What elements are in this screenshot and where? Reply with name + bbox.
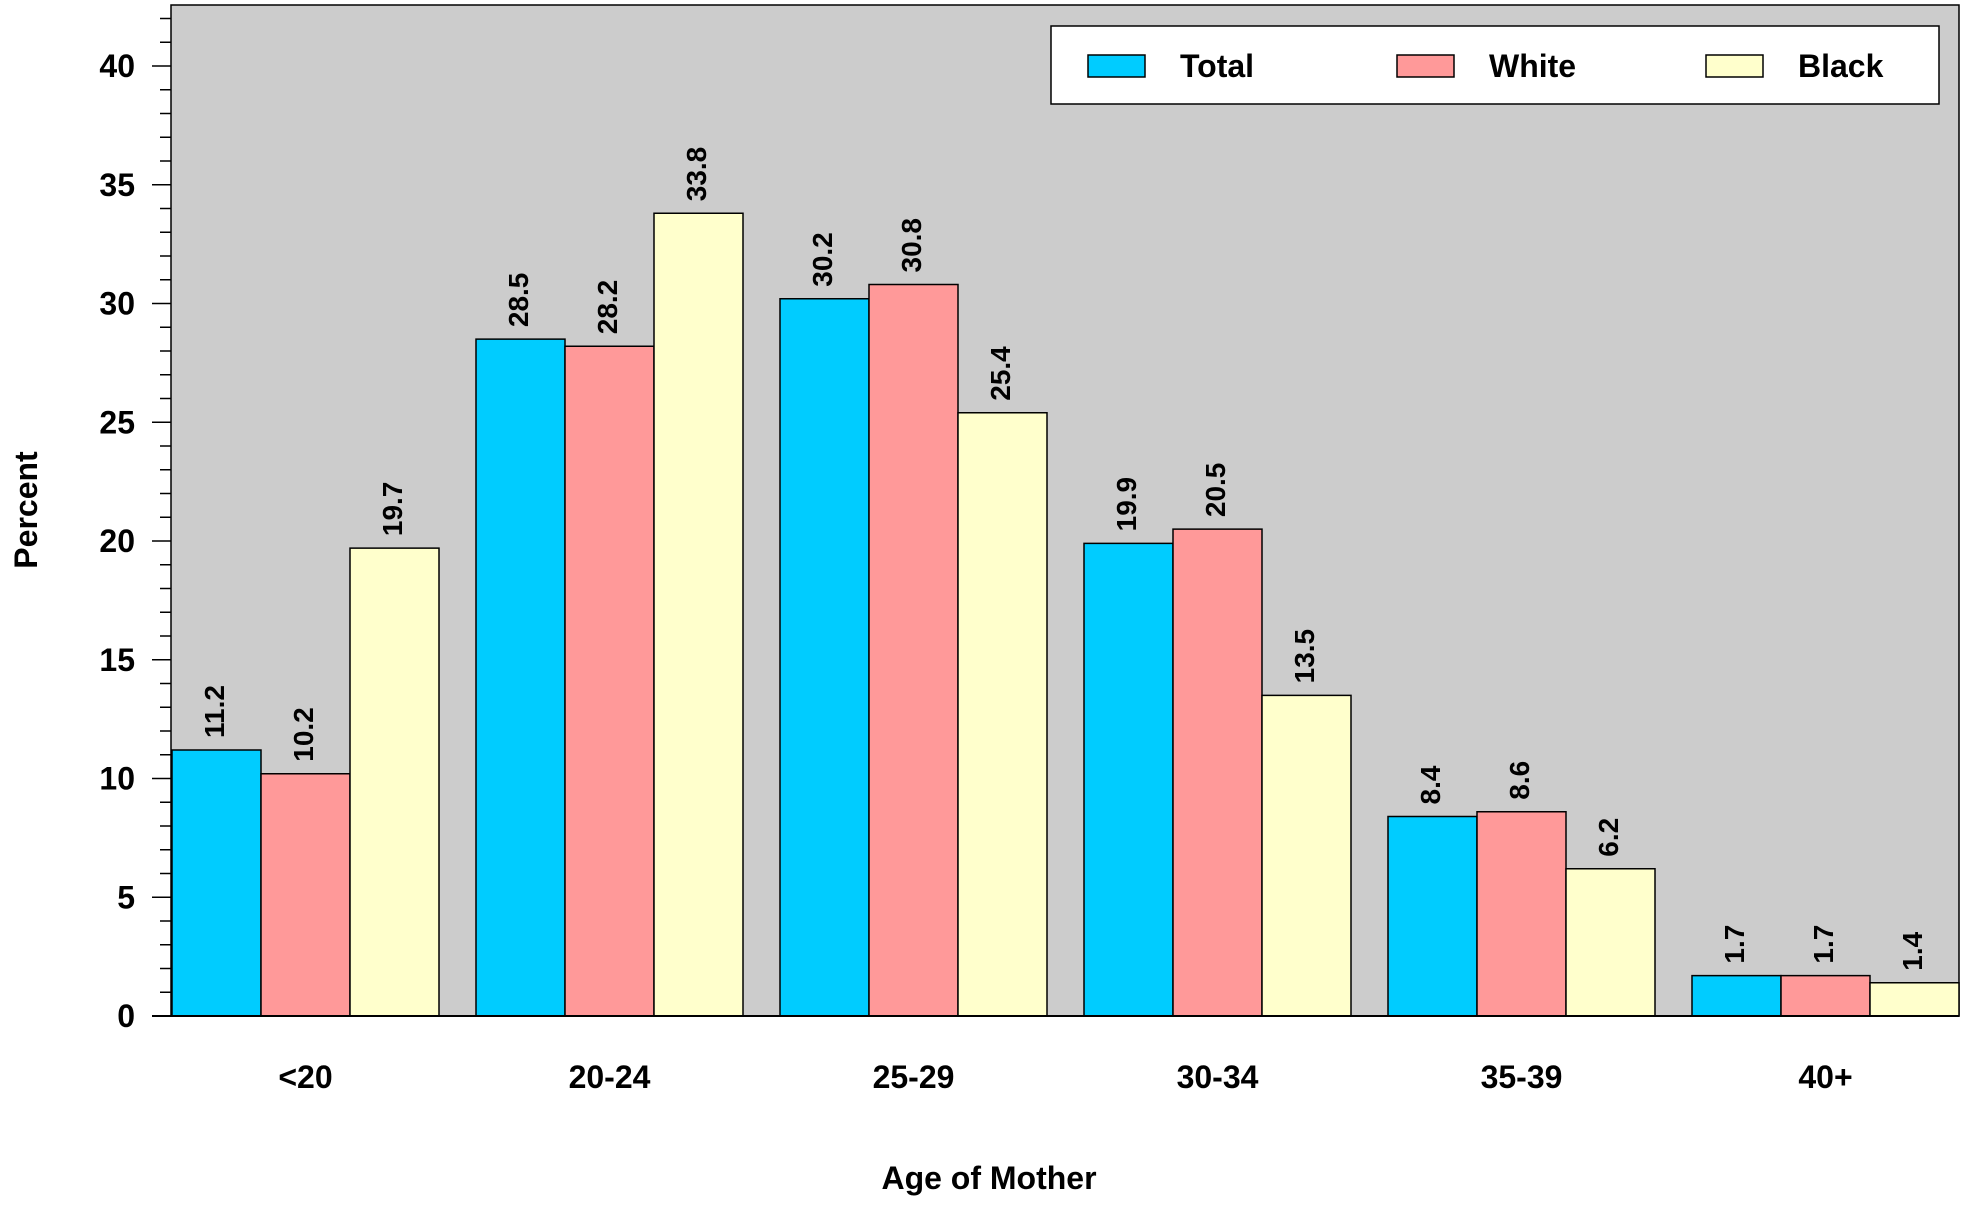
bar-total-5 [1387,815,1478,1017]
data-label: 8.6 [1504,761,1535,800]
y-axis-title: Percent [8,451,44,569]
legend-swatch-total [1087,54,1146,78]
x-axis-title: Age of Mother [881,1160,1096,1196]
bar-white-3 [868,283,959,1017]
y-axis: 0 5 10 15 20 25 30 35 40 [99,17,171,1034]
bar-total-3 [779,298,870,1017]
bar-black-6 [1869,982,1960,1017]
bar-total-2 [475,338,566,1017]
x-tick-label: <20 [278,1059,332,1095]
data-label: 19.7 [377,482,408,537]
bar-total-6 [1691,974,1782,1017]
bar-white-1 [260,773,351,1017]
data-label: 1.7 [1719,925,1750,964]
bar-black-2 [653,212,744,1017]
y-tick-label: 35 [99,167,135,203]
x-tick-label: 40+ [1798,1059,1852,1095]
x-axis: <20 20-24 25-29 30-34 35-39 40+ [152,1015,1959,1095]
bar-total-4 [1083,542,1174,1017]
data-label: 28.2 [592,280,623,335]
data-label: 6.2 [1593,818,1624,857]
y-tick-label: 40 [99,48,135,84]
y-tick-label: 0 [117,998,135,1034]
data-labels: 11.2 10.2 19.7 28.5 28.2 33.8 30.2 30.8 25.4 19.9… [199,147,1928,971]
x-tick-label: 35-39 [1481,1059,1563,1095]
data-label: 1.4 [1897,931,1928,970]
data-label: 25.4 [985,346,1016,401]
bar-white-5 [1476,811,1567,1017]
legend-label-white: White [1489,48,1576,84]
legend-box [1050,25,1940,105]
y-tick-label: 25 [99,404,135,440]
data-label: 11.2 [199,685,230,738]
data-label: 30.8 [896,218,927,273]
data-label: 28.5 [503,273,534,328]
bar-black-5 [1565,868,1656,1017]
data-label: 8.4 [1415,765,1446,804]
bar-white-4 [1172,528,1263,1017]
legend: Total White Black [1050,25,1940,105]
y-tick-label: 15 [99,642,135,678]
y-tick-label: 20 [99,523,135,559]
bars [171,212,1960,1017]
bar-white-2 [564,345,655,1017]
legend-swatch-white [1396,54,1455,78]
bar-black-1 [349,547,440,1017]
data-label: 20.5 [1200,463,1231,518]
plot-area [170,4,1960,1017]
x-tick-label: 25-29 [873,1059,955,1095]
data-label: 30.2 [807,232,838,287]
bar-total-1 [171,749,262,1017]
legend-label-total: Total [1180,48,1254,84]
legend-swatch-black [1705,54,1764,78]
data-label: 19.9 [1111,477,1142,532]
data-label: 1.7 [1808,925,1839,964]
y-tick-label: 30 [99,286,135,322]
bar-black-4 [1261,694,1352,1017]
data-label: 13.5 [1289,629,1320,684]
data-label: 33.8 [681,147,712,202]
data-label: 10.2 [288,707,319,762]
x-tick-label: 20-24 [569,1059,651,1095]
legend-label-black: Black [1798,48,1884,84]
y-tick-label: 5 [117,879,135,915]
y-tick-label: 10 [99,761,135,797]
x-tick-label: 30-34 [1177,1059,1259,1095]
bar-white-6 [1780,974,1871,1017]
bar-black-3 [957,412,1048,1017]
